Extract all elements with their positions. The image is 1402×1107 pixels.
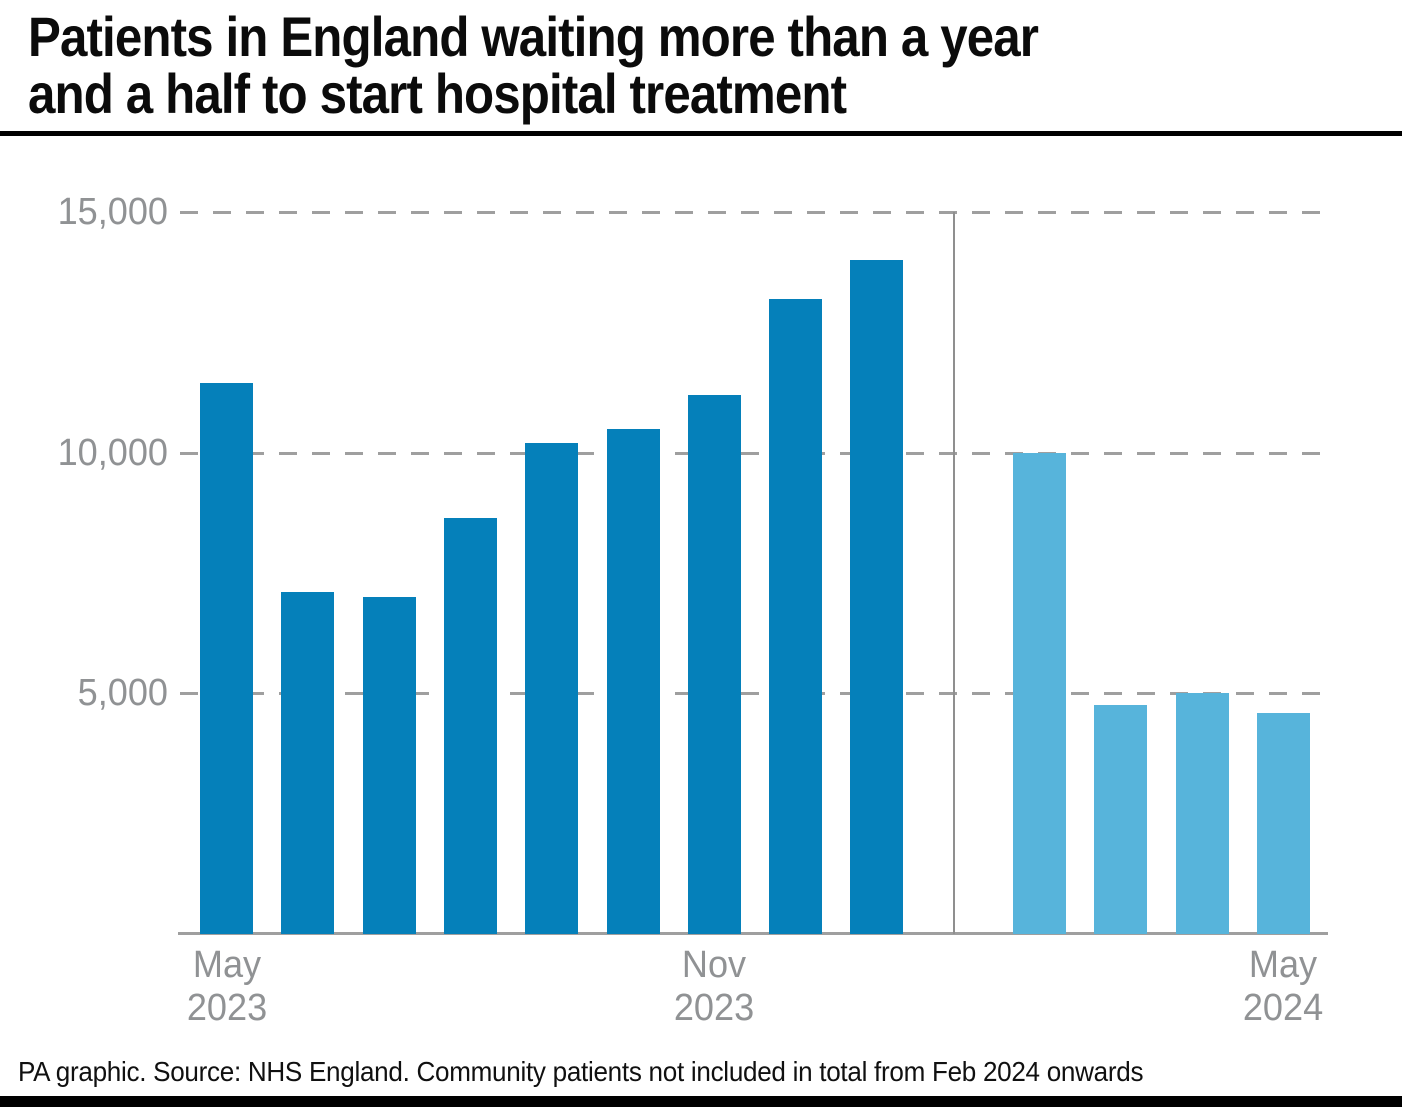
x-tick-label-may-2024: May 2024 [1207, 944, 1359, 1030]
gridline-10000 [180, 451, 1328, 455]
bar-feb-2024 [1013, 453, 1066, 934]
x-tick-year: 2023 [186, 987, 268, 1029]
bar-jun-2023 [281, 592, 334, 934]
title-rule [0, 131, 1402, 136]
gridline-15000 [180, 211, 1328, 214]
page-title: Patients in England waiting more than a … [28, 5, 1039, 125]
bar-nov-2023 [688, 395, 741, 934]
bar-apr-2024 [1176, 693, 1229, 934]
x-tick-month: Nov [681, 944, 747, 986]
bar-may-2023 [200, 383, 253, 934]
gridline-5000 [180, 692, 1328, 696]
y-tick-label-15000: 15,000 [57, 191, 169, 233]
x-tick-year: 2024 [1242, 987, 1324, 1029]
bar-sep-2023 [525, 443, 578, 934]
y-tick-label-10000: 10,000 [57, 431, 169, 474]
bar-aug-2023 [444, 518, 497, 934]
x-tick-month: May [1248, 944, 1318, 986]
bar-jul-2023 [363, 597, 416, 934]
title-line-2: and a half to start hospital treatment [28, 62, 847, 125]
bar-may-2024 [1257, 713, 1310, 934]
x-tick-label-nov-2023: Nov 2023 [638, 944, 790, 1030]
y-tick-label-5000: 5,000 [77, 672, 168, 715]
title-line-1: Patients in England waiting more than a … [28, 5, 1039, 68]
source-note: PA graphic. Source: NHS England. Communi… [18, 1056, 1144, 1087]
bar-dec-2023 [769, 299, 822, 934]
x-axis-line [178, 932, 1328, 935]
x-tick-label-may-2023: May 2023 [151, 944, 303, 1030]
x-tick-month: May [192, 944, 262, 986]
bar-mar-2024 [1094, 705, 1147, 934]
methodology-divider-line [953, 212, 955, 934]
bar-oct-2023 [607, 429, 660, 934]
bar-jan-2024 [850, 260, 903, 934]
bottom-bar [0, 1096, 1402, 1107]
x-tick-year: 2023 [673, 987, 755, 1029]
